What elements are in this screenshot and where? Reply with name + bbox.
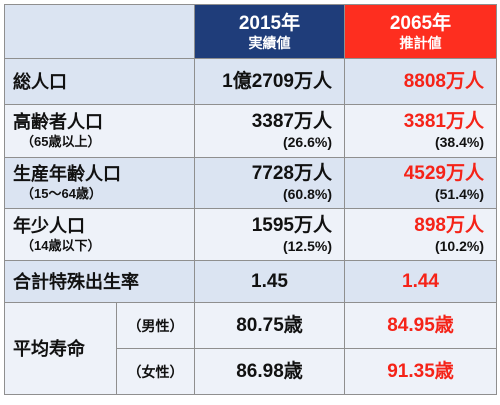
value-young-2065: 898万人 (10.2%) [344,208,497,261]
row-young-population: 年少人口 （14歳以下） 1595万人 (12.5%) 898万人 (10.2%… [4,208,497,261]
value-male-2015-text: 80.75歳 [236,314,303,336]
label-lifespan: 平均寿命 [4,302,117,395]
value-total-2065-text: 8808万人 [403,70,484,92]
label-male: （男性） [116,302,195,349]
value-male-2065-text: 84.95歳 [387,314,454,336]
row-total-population: 総人口 1億2709万人 8808万人 [4,58,497,105]
value-working-2015-num: 7728万人 [251,163,332,184]
value-female-2065: 91.35歳 [344,348,497,395]
label-young: 年少人口 （14歳以下） [4,208,195,261]
label-fertility: 合計特殊出生率 [4,260,195,303]
label-lifespan-text: 平均寿命 [13,338,85,359]
value-elderly-2015-pct: (26.6%) [282,134,332,150]
value-female-2065-text: 91.35歳 [387,360,454,382]
label-elderly-sub: （65歳以上） [21,134,101,149]
label-working-sub: （15〜64歳） [21,186,102,201]
population-comparison-table: 2015年 実績値 2065年 推計値 総人口 1億2709万人 8808万人 … [4,4,497,395]
header-row: 2015年 実績値 2065年 推計値 [4,4,497,59]
value-working-2015: 7728万人 (60.8%) [194,157,345,209]
value-fertility-2065-text: 1.44 [402,270,439,292]
header-2015: 2015年 実績値 [194,4,345,59]
value-young-2015-pct: (12.5%) [282,237,332,254]
value-working-2015-pct: (60.8%) [282,186,332,202]
value-total-2015: 1億2709万人 [194,58,345,105]
value-elderly-2065-num: 3381万人 [403,111,484,132]
label-young-sub: （14歳以下） [21,237,101,253]
value-young-2065-num: 898万人 [414,214,484,236]
label-total-population-text: 総人口 [13,71,67,92]
value-working-2065: 4529万人 (51.4%) [344,157,497,209]
header-2015-sub: 実績値 [248,34,291,51]
value-fertility-2065: 1.44 [344,260,497,303]
value-young-2015-num: 1595万人 [251,214,332,236]
value-fertility-2015-text: 1.45 [251,270,288,292]
label-young-text: 年少人口 [13,215,85,236]
value-male-2065: 84.95歳 [344,302,497,349]
label-total-population: 総人口 [4,58,195,105]
header-2065-year: 2065年 [389,12,452,34]
value-male-2015: 80.75歳 [194,302,345,349]
label-fertility-text: 合計特殊出生率 [13,271,139,292]
row-lifespan-male: 平均寿命 （男性） 80.75歳 84.95歳 [4,302,497,395]
value-elderly-2015-num: 3387万人 [251,111,332,132]
value-total-2065: 8808万人 [344,58,497,105]
label-female: （女性） [116,348,195,395]
value-working-2065-pct: (51.4%) [434,186,484,202]
value-working-2065-num: 4529万人 [403,163,484,184]
value-young-2015: 1595万人 (12.5%) [194,208,345,261]
value-elderly-2065: 3381万人 (38.4%) [344,104,497,158]
header-corner [4,4,195,59]
label-working: 生産年齢人口 （15〜64歳） [4,157,195,209]
label-working-text: 生産年齢人口 [13,164,121,184]
header-2015-year: 2015年 [238,12,301,34]
value-elderly-2015: 3387万人 (26.6%) [194,104,345,158]
row-fertility-rate: 合計特殊出生率 1.45 1.44 [4,260,497,303]
label-elderly: 高齢者人口 （65歳以上） [4,104,195,158]
header-2065: 2065年 推計値 [344,4,497,59]
header-2065-sub: 推計値 [399,34,442,51]
value-female-2015: 86.98歳 [194,348,345,395]
row-working-population: 生産年齢人口 （15〜64歳） 7728万人 (60.8%) 4529万人 (5… [4,157,497,209]
label-elderly-text: 高齢者人口 [13,112,103,132]
value-elderly-2065-pct: (38.4%) [434,134,484,150]
value-female-2015-text: 86.98歳 [236,360,303,382]
row-lifespan-female: （女性） 86.98歳 91.35歳 [5,348,497,395]
value-young-2065-pct: (10.2%) [434,237,484,254]
value-fertility-2015: 1.45 [194,260,345,303]
row-elderly-population: 高齢者人口 （65歳以上） 3387万人 (26.6%) 3381万人 (38.… [4,104,497,158]
value-total-2015-text: 1億2709万人 [222,70,332,92]
